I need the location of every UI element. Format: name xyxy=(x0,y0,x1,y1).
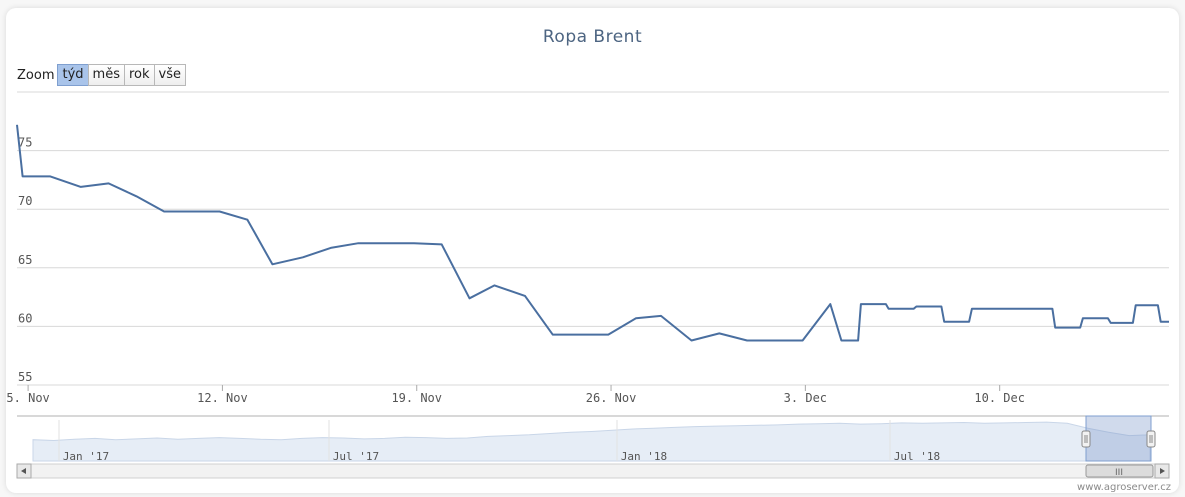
x-tick-label: 19. Nov xyxy=(391,391,442,405)
scrollbar-thumb[interactable] xyxy=(1085,464,1154,478)
chart-card xyxy=(6,8,1179,493)
zoom-year-button[interactable]: rok xyxy=(123,64,155,86)
x-tick-label: 26. Nov xyxy=(586,391,637,405)
navigator[interactable]: Jan '17 Jul '17 Jan '18 Jul '18 xyxy=(17,415,1169,463)
series-group xyxy=(16,124,1169,342)
chevron-right-icon xyxy=(1160,468,1165,474)
scrollbar-grip: III xyxy=(1115,468,1123,478)
chevron-left-icon xyxy=(21,468,26,474)
navigator-label: Jan '18 xyxy=(621,450,667,463)
navigator-area xyxy=(32,421,1151,462)
x-axis: 5. Nov 12. Nov 19. Nov 26. Nov 3. Dec 10. Dec xyxy=(6,385,1025,405)
x-tick-label: 10. Dec xyxy=(974,391,1025,405)
x-tick-label: 12. Nov xyxy=(197,391,248,405)
y-tick-label: 70 xyxy=(18,194,32,208)
y-axis: 55 60 65 70 75 xyxy=(18,136,32,384)
navigator-label: Jan '17 xyxy=(63,450,109,463)
zoom-month-button[interactable]: měs xyxy=(87,64,125,86)
zoom-selector: Zoom týd měs rok vše xyxy=(17,64,186,86)
watermark: www.agroserver.cz xyxy=(1077,482,1171,493)
chart-title: Ropa Brent xyxy=(542,27,643,47)
scrollbar-track[interactable] xyxy=(16,463,1170,479)
grid-lines xyxy=(17,91,1169,386)
series-line xyxy=(16,124,1169,342)
y-tick-label: 65 xyxy=(18,253,32,267)
x-tick-label: 5. Nov xyxy=(6,391,49,405)
navigator-handle-left[interactable] xyxy=(1081,430,1091,448)
y-tick-label: 60 xyxy=(18,311,32,325)
navigator-selection[interactable] xyxy=(1085,415,1152,462)
x-tick-label: 3. Dec xyxy=(784,391,827,405)
y-tick-label: 75 xyxy=(18,136,32,150)
navigator-handle-right[interactable] xyxy=(1146,430,1156,448)
zoom-label: Zoom xyxy=(17,67,55,83)
navigator-label: Jul '17 xyxy=(333,450,379,463)
zoom-all-button[interactable]: vše xyxy=(153,64,186,86)
scrollbar[interactable]: III xyxy=(16,463,1170,479)
navigator-label: Jul '18 xyxy=(894,450,940,463)
y-tick-label: 55 xyxy=(18,370,32,384)
